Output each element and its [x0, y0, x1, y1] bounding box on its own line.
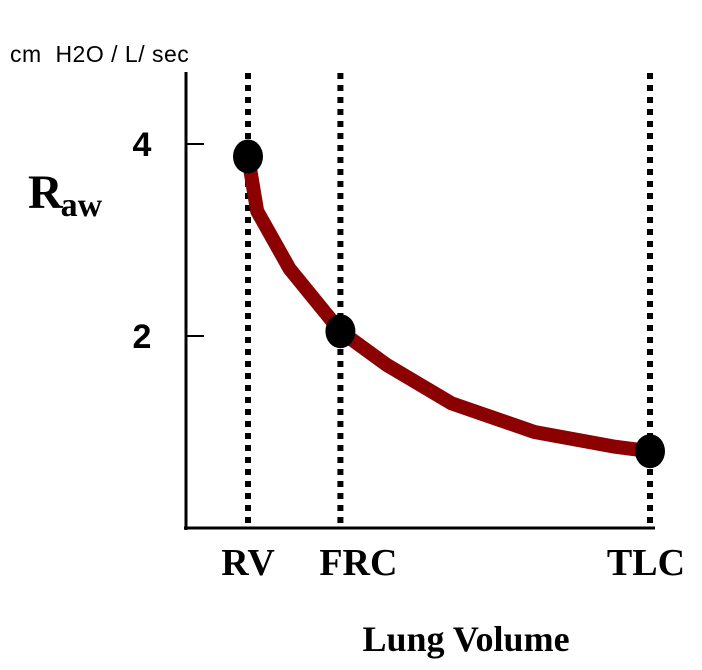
x-category-label-frc: FRC	[319, 542, 397, 584]
x-category-label-tlc: TLC	[607, 542, 685, 584]
x-axis-label: Lung Volume	[362, 619, 569, 659]
y-tick-label-2: 2	[133, 318, 152, 356]
y-axis-label-main: R	[28, 166, 64, 219]
y-axis-label-sub: aw	[61, 187, 103, 224]
data-point-rv	[233, 139, 263, 174]
x-category-label-rv: RV	[221, 542, 275, 584]
series-line	[241, 149, 657, 459]
y-tick-label-4: 4	[133, 126, 152, 164]
data-point-frc	[325, 314, 356, 349]
y-axis-label: Raw	[28, 166, 103, 224]
data-point-tlc	[635, 434, 665, 469]
units-label: cm H2O / L/ sec	[10, 41, 189, 67]
